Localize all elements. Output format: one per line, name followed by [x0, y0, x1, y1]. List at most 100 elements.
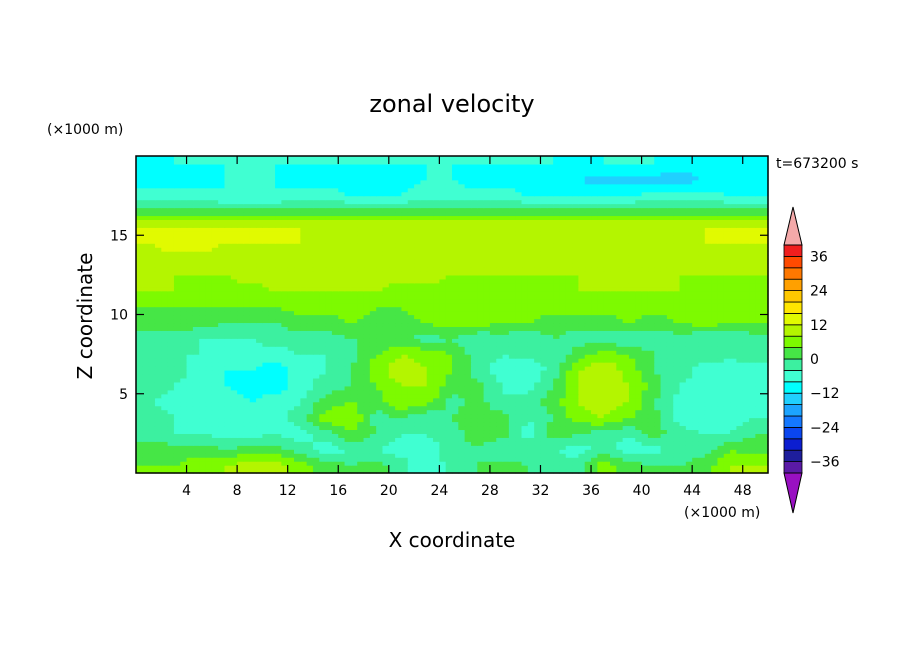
field-cell — [527, 389, 535, 395]
field-cell — [363, 274, 371, 280]
field-cell — [218, 441, 226, 446]
field-cell — [489, 433, 497, 438]
field-cell — [363, 373, 371, 379]
field-cell — [186, 354, 194, 359]
field-cell — [565, 278, 573, 284]
field-cell — [464, 409, 472, 415]
field-cell — [357, 366, 365, 371]
field-cell — [369, 465, 377, 470]
field-cell — [717, 342, 725, 347]
field-cell — [142, 350, 150, 355]
field-cell — [572, 302, 579, 308]
field-cell — [363, 310, 371, 316]
field-cell — [654, 429, 662, 434]
field-cell — [673, 469, 681, 474]
field-cell — [483, 453, 491, 458]
field-cell — [237, 330, 245, 335]
field-cell — [363, 322, 371, 327]
field-cell — [483, 310, 491, 316]
field-cell — [647, 358, 655, 363]
field-cell — [167, 334, 175, 339]
field-cell — [167, 457, 175, 462]
field-cell — [300, 389, 308, 395]
field-cell — [420, 330, 428, 335]
field-cell — [717, 461, 725, 466]
field-cell — [730, 461, 737, 466]
field-cell — [603, 429, 611, 434]
field-cell — [211, 350, 219, 355]
field-cell — [287, 326, 295, 331]
field-cell — [154, 310, 162, 316]
field-cell — [338, 421, 346, 427]
field-cell — [572, 453, 579, 458]
field-cell — [685, 393, 693, 399]
field-cell — [338, 306, 346, 312]
field-cell — [224, 294, 232, 300]
field-cell — [673, 290, 681, 296]
field-cell — [199, 381, 207, 387]
field-cell — [439, 397, 447, 403]
field-cell — [439, 314, 447, 320]
field-cell — [622, 465, 630, 470]
field-cell — [464, 381, 472, 387]
field-cell — [382, 385, 390, 391]
field-cell — [483, 377, 491, 383]
field-cell — [173, 373, 181, 379]
field-cell — [382, 433, 390, 438]
field-cell — [622, 354, 630, 359]
field-cell — [521, 362, 529, 367]
field-cell — [275, 421, 282, 427]
field-cell — [540, 465, 548, 470]
field-cell — [211, 405, 219, 411]
field-cell — [262, 425, 270, 431]
field-cell — [736, 369, 744, 375]
field-cell — [483, 338, 491, 343]
field-cell — [331, 465, 339, 470]
field-cell — [388, 437, 396, 442]
field-cell — [755, 322, 763, 327]
field-cell — [414, 282, 421, 288]
field-cell — [167, 393, 175, 399]
field-cell — [635, 298, 643, 304]
field-cell — [262, 401, 270, 407]
field-cell — [546, 314, 554, 320]
field-cell — [256, 429, 263, 434]
field-cell — [230, 397, 238, 403]
field-cell — [534, 338, 542, 343]
field-cell — [230, 330, 238, 335]
field-cell — [325, 461, 333, 466]
field-cell — [755, 449, 763, 454]
field-cell — [382, 413, 390, 419]
field-cell — [470, 429, 478, 434]
field-cell — [660, 314, 668, 320]
field-cell — [730, 278, 737, 284]
field-cell — [306, 366, 314, 371]
field-cell — [173, 449, 181, 454]
field-cell — [736, 290, 744, 296]
field-cell — [173, 326, 181, 331]
field-cell — [363, 445, 371, 450]
field-cell — [654, 366, 662, 371]
field-cell — [395, 369, 403, 375]
field-cell — [692, 413, 700, 419]
field-cell — [433, 381, 440, 387]
field-cell — [654, 449, 662, 454]
field-cell — [458, 377, 466, 383]
field-cell — [572, 326, 579, 331]
field-cell — [136, 405, 143, 411]
field-cell — [717, 445, 725, 450]
field-cell — [679, 302, 687, 308]
field-cell — [161, 294, 169, 300]
field-cell — [312, 366, 320, 371]
field-cell — [148, 354, 156, 359]
field-cell — [173, 429, 181, 434]
field-cell — [281, 465, 289, 470]
field-cell — [616, 409, 624, 415]
field-cell — [515, 441, 523, 446]
field-cell — [338, 298, 346, 304]
field-cell — [369, 401, 377, 407]
field-cell — [647, 278, 655, 284]
field-cell — [591, 302, 598, 308]
field-cell — [249, 302, 257, 308]
field-cell — [692, 338, 700, 343]
